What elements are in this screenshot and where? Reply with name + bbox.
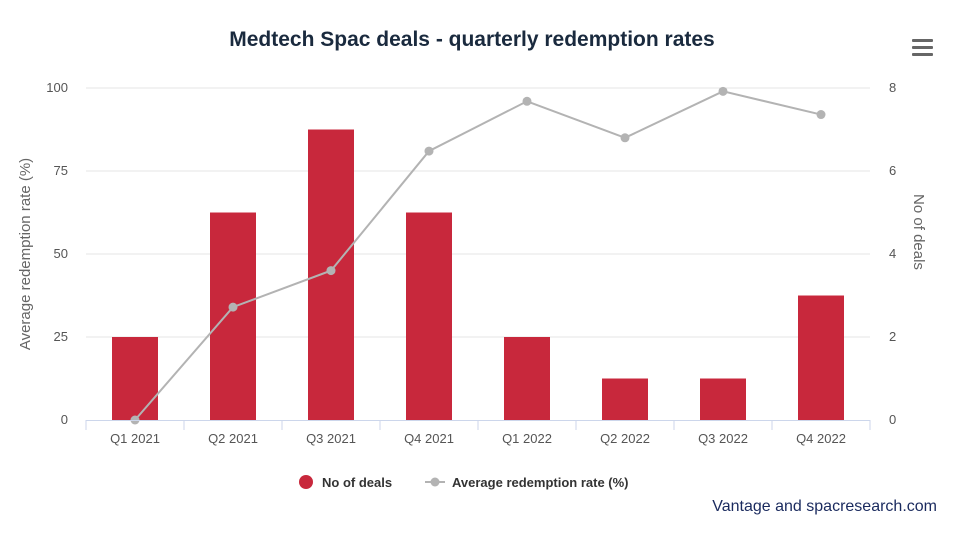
y-right-tick-label: 2	[889, 329, 896, 344]
legend-line-marker	[430, 477, 440, 487]
line-point	[620, 133, 630, 143]
legend: No of deals Average redemption rate (%)	[299, 475, 629, 490]
line-point	[816, 110, 826, 120]
bar	[602, 378, 648, 420]
line-point	[424, 146, 434, 156]
y-right-tick-label: 0	[889, 412, 896, 427]
chart-title: Medtech Spac deals - quarterly redemptio…	[229, 28, 715, 51]
bar	[700, 378, 746, 420]
y-right-axis-title: No of deals	[910, 194, 927, 270]
legend-bar-marker	[299, 475, 313, 489]
x-tick-label: Q1 2021	[110, 431, 160, 446]
line-point	[718, 86, 728, 96]
y-left-tick-label: 75	[54, 163, 68, 178]
y-left-axis-title: Average redemption rate (%)	[17, 158, 34, 350]
bar	[406, 212, 452, 420]
line-path	[134, 90, 822, 421]
y-left-tick-label: 50	[54, 246, 68, 261]
x-tick-label: Q4 2021	[404, 431, 454, 446]
y-right-tick-label: 6	[889, 163, 896, 178]
line-series	[130, 86, 826, 425]
x-tick-label: Q4 2022	[796, 431, 846, 446]
source-credit: Vantage and spacresearch.com	[712, 498, 937, 515]
legend-line-label: Average redemption rate (%)	[452, 475, 629, 490]
bar	[112, 337, 158, 420]
hamburger-menu-icon[interactable]	[908, 36, 936, 60]
legend-bar-label: No of deals	[322, 475, 392, 490]
line-point	[228, 302, 238, 312]
y-left-tick-label: 25	[54, 329, 68, 344]
bar	[210, 212, 256, 420]
line-point	[522, 96, 532, 106]
y-left-tick-label: 100	[46, 80, 68, 95]
x-tick-label: Q2 2021	[208, 431, 258, 446]
bar	[504, 337, 550, 420]
x-tick-label: Q3 2022	[698, 431, 748, 446]
y-right-tick-label: 4	[889, 246, 896, 261]
y-right-tick-label: 8	[889, 80, 896, 95]
x-tick-label: Q2 2022	[600, 431, 650, 446]
x-tick-label: Q1 2022	[502, 431, 552, 446]
line-point	[326, 266, 336, 276]
axes: 0 25 50 75 100 0 2 4 6 8 Q1 2021 Q2 2021 Q3 2021 Q4 2…	[17, 80, 927, 446]
bar	[798, 295, 844, 420]
bars	[112, 129, 844, 420]
y-left-tick-label: 0	[61, 412, 68, 427]
x-tick-label: Q3 2021	[306, 431, 356, 446]
